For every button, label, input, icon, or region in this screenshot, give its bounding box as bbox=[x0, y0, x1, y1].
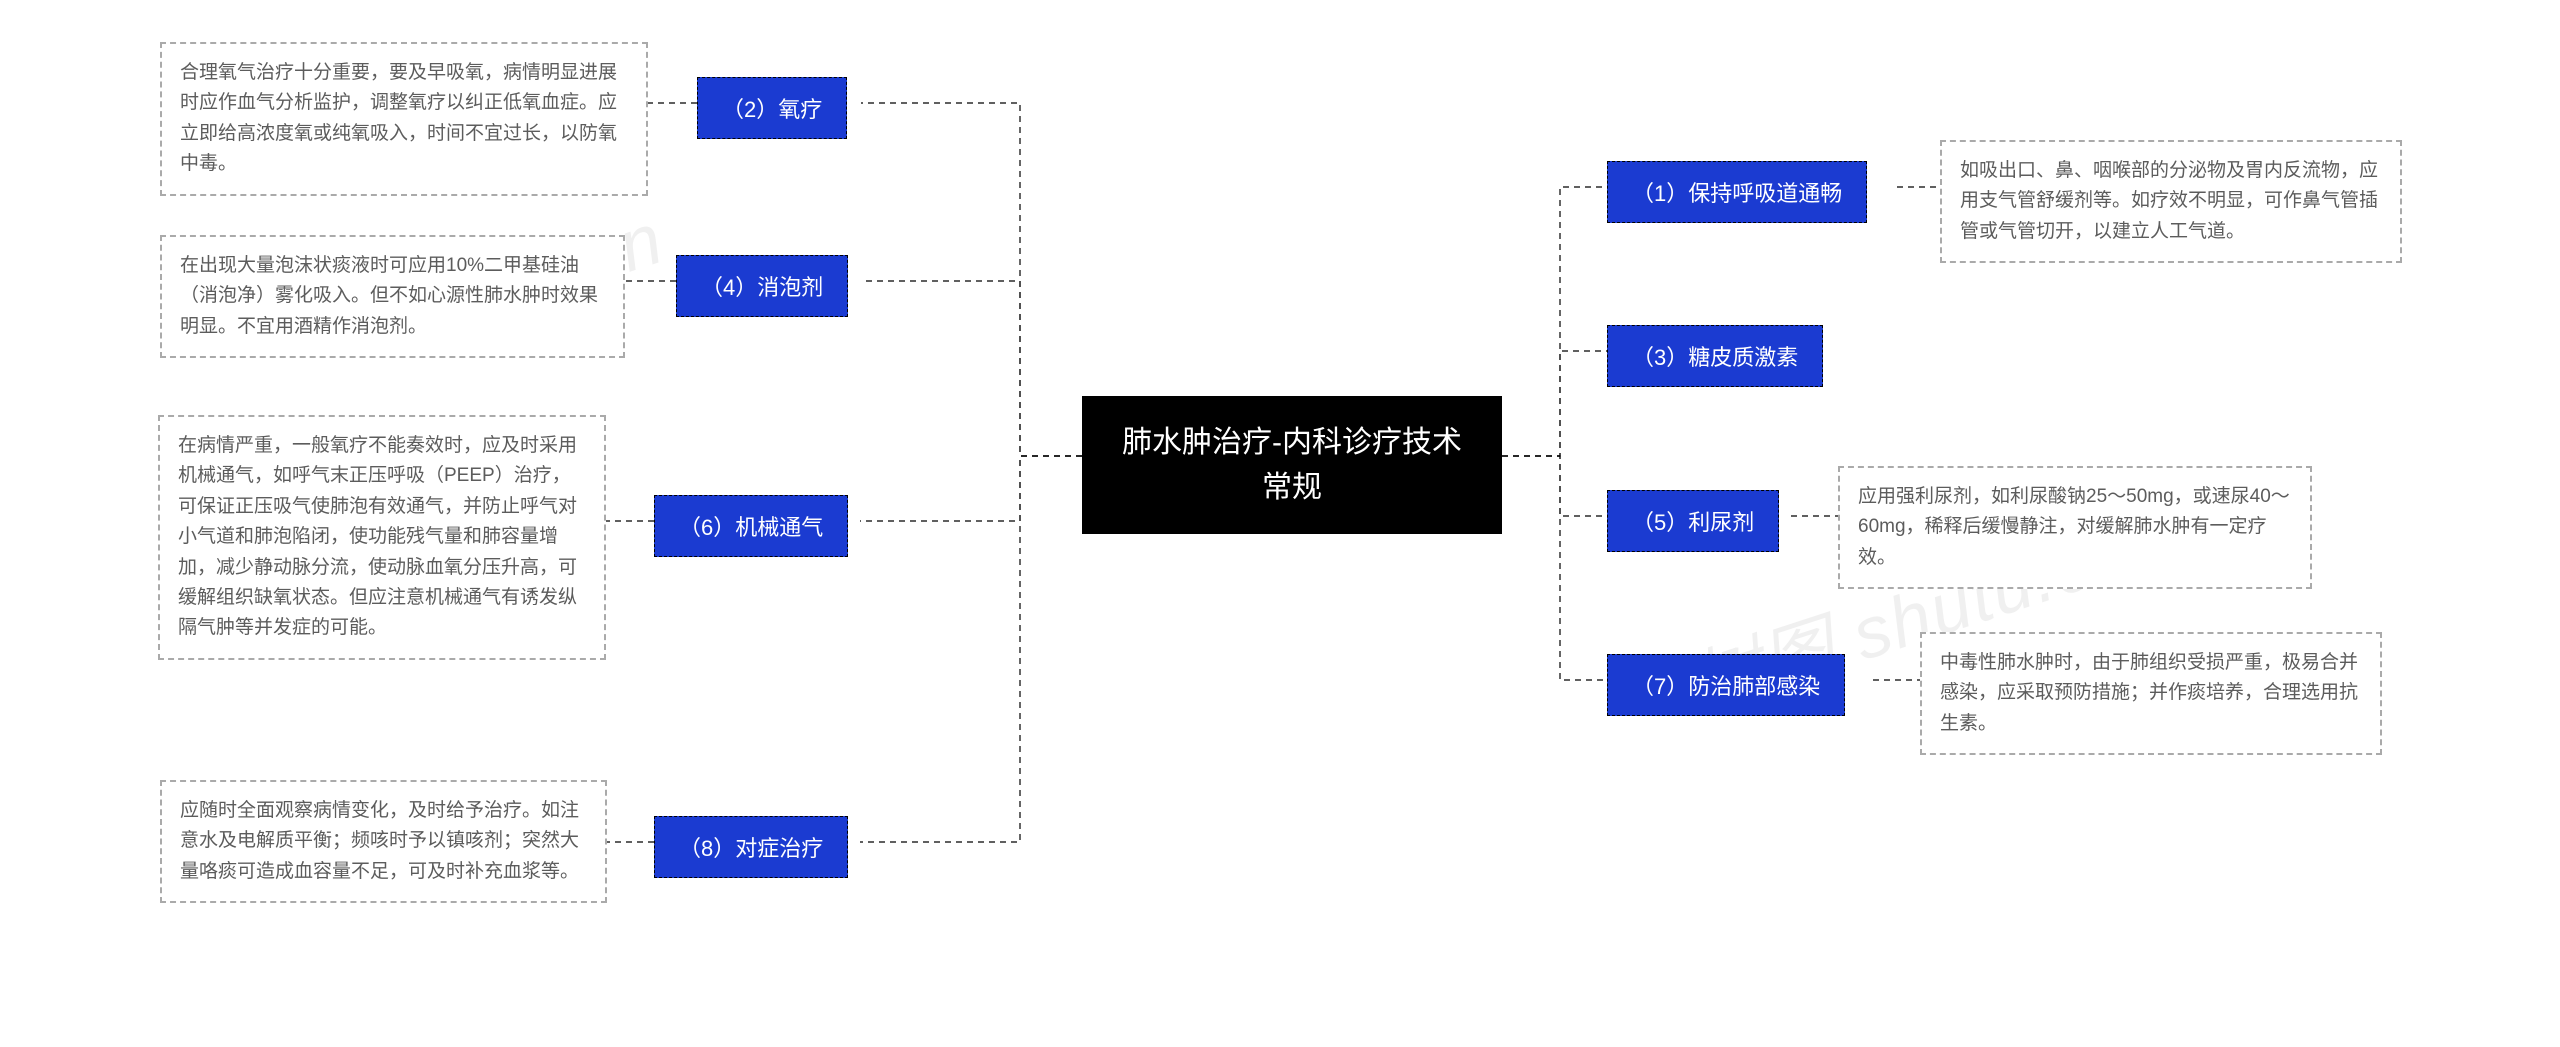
desc-airway-patency: 如吸出口、鼻、咽喉部的分泌物及胃内反流物，应用支气管舒缓剂等。如疗效不明显，可作… bbox=[1940, 140, 2402, 263]
branch-oxygen-therapy: （2）氧疗 bbox=[697, 77, 847, 139]
desc-diuretics: 应用强利尿剂，如利尿酸钠25～50mg，或速尿40～60mg，稀释后缓慢静注，对… bbox=[1838, 466, 2312, 589]
branch-diuretics: （5）利尿剂 bbox=[1607, 490, 1779, 552]
branch-defoamer: （4）消泡剂 bbox=[676, 255, 848, 317]
desc-defoamer: 在出现大量泡沫状痰液时可应用10%二甲基硅油（消泡净）雾化吸入。但不如心源性肺水… bbox=[160, 235, 625, 358]
desc-symptomatic-treatment: 应随时全面观察病情变化，及时给予治疗。如注意水及电解质平衡；频咳时予以镇咳剂；突… bbox=[160, 780, 607, 903]
desc-mechanical-ventilation: 在病情严重，一般氧疗不能奏效时，应及时采用机械通气，如呼气末正压呼吸（PEEP）… bbox=[158, 415, 606, 660]
branch-infection-prevention: （7）防治肺部感染 bbox=[1607, 654, 1845, 716]
center-line-2: 常规 bbox=[1262, 471, 1322, 504]
desc-oxygen-therapy: 合理氧气治疗十分重要，要及早吸氧，病情明显进展时应作血气分析监护，调整氧疗以纠正… bbox=[160, 42, 648, 196]
branch-symptomatic-treatment: （8）对症治疗 bbox=[654, 816, 848, 878]
desc-infection-prevention: 中毒性肺水肿时，由于肺组织受损严重，极易合并感染，应采取预防措施；并作痰培养，合… bbox=[1920, 632, 2382, 755]
center-node: 肺水肿治疗-内科诊疗技术 常规 bbox=[1082, 396, 1502, 534]
center-line-1: 肺水肿治疗-内科诊疗技术 bbox=[1122, 426, 1462, 459]
branch-mechanical-ventilation: （6）机械通气 bbox=[654, 495, 848, 557]
branch-glucocorticoids: （3）糖皮质激素 bbox=[1607, 325, 1823, 387]
branch-airway-patency: （1）保持呼吸道通畅 bbox=[1607, 161, 1867, 223]
